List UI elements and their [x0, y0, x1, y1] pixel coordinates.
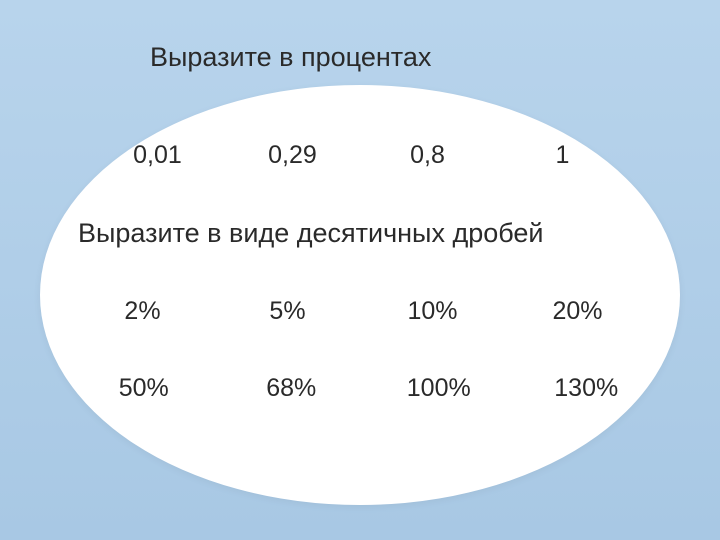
- decimals-row: 0,01 0,29 0,8 1: [0, 141, 720, 170]
- percent-cell: 10%: [360, 297, 505, 326]
- percent-cell: 2%: [70, 297, 215, 326]
- percent-cell: 68%: [218, 374, 366, 403]
- percents-row-2: 50% 68% 100% 130%: [0, 374, 720, 403]
- slide-content: Выразите в процентах 0,01 0,29 0,8 1 Выр…: [0, 0, 720, 540]
- heading-percent: Выразите в процентах: [0, 42, 720, 73]
- percent-cell: 100%: [365, 374, 513, 403]
- decimal-cell: 0,29: [225, 141, 360, 170]
- percent-cell: 130%: [513, 374, 661, 403]
- decimal-cell: 0,8: [360, 141, 495, 170]
- heading-decimal: Выразите в виде десятичных дробей: [0, 218, 720, 249]
- percents-row-1: 2% 5% 10% 20%: [0, 297, 720, 326]
- percent-cell: 50%: [70, 374, 218, 403]
- decimal-cell: 0,01: [90, 141, 225, 170]
- percent-cell: 5%: [215, 297, 360, 326]
- decimal-cell: 1: [495, 141, 630, 170]
- percent-cell: 20%: [505, 297, 650, 326]
